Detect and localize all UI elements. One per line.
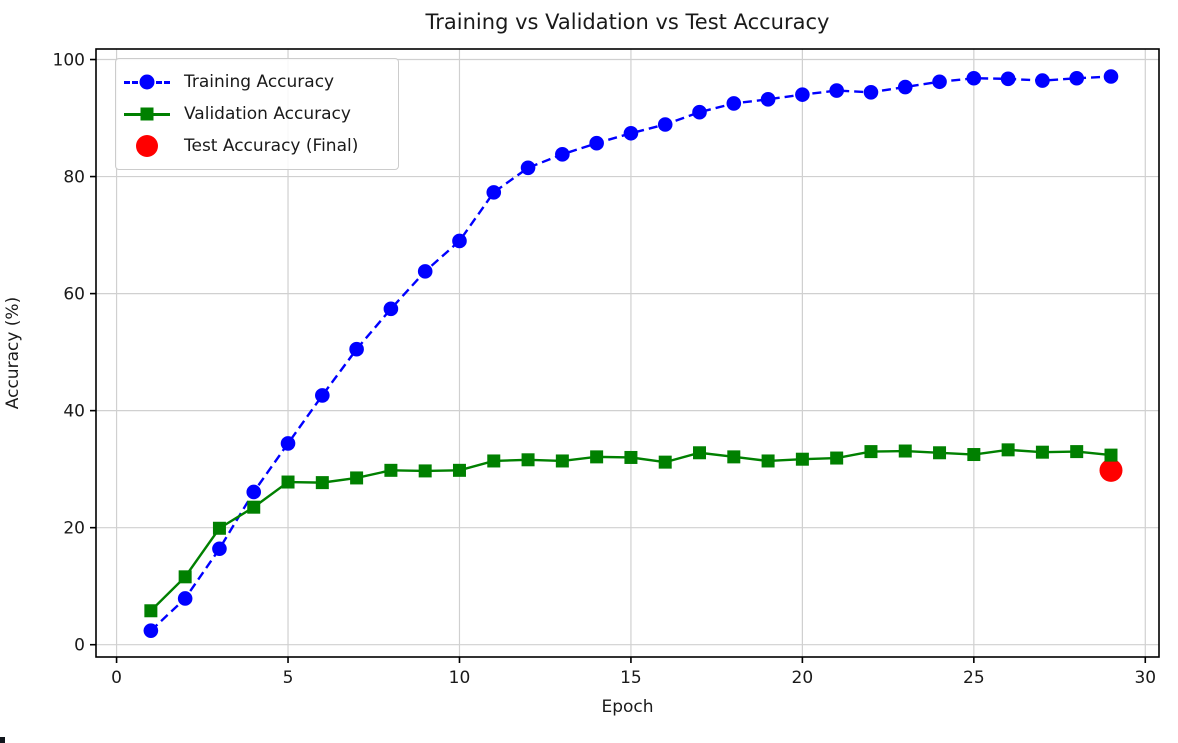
training-series-marker — [863, 85, 879, 100]
training-series-marker — [897, 79, 913, 95]
chart-title: Training vs Validation vs Test Accuracy — [425, 10, 830, 34]
training-series-marker — [383, 301, 399, 317]
x-tick-label: 30 — [1134, 668, 1156, 688]
legend-box: Training Accuracy Validation Accuracy Te… — [115, 58, 399, 170]
y-axis-label: Accuracy (%) — [3, 296, 23, 410]
y-tick-label: 100 — [53, 51, 85, 71]
y-tick-label: 0 — [74, 636, 85, 656]
axes-spines — [95, 48, 1160, 658]
y-tick-label: 40 — [63, 402, 85, 422]
validation-series-marker — [452, 463, 466, 477]
validation-series-marker — [521, 453, 535, 467]
square-marker-icon — [140, 107, 154, 121]
validation-series-marker — [178, 570, 192, 584]
y-tick-label: 80 — [63, 168, 85, 188]
training-series-marker — [795, 87, 810, 102]
validation-series-marker — [144, 604, 158, 618]
x-tick-label: 15 — [620, 668, 642, 688]
validation-series-marker — [624, 450, 638, 464]
validation-series-marker — [487, 454, 501, 468]
legend-item-training: Training Accuracy — [124, 66, 388, 98]
training-series-marker — [177, 591, 193, 606]
training-series-marker — [966, 70, 982, 86]
y-tick-label: 60 — [63, 285, 85, 305]
training-series-marker — [280, 436, 296, 451]
training-series-marker — [692, 104, 707, 120]
validation-series-marker — [590, 450, 604, 464]
training-series-line — [150, 75, 1112, 632]
validation-series-marker — [281, 475, 295, 489]
training-series-marker — [1103, 69, 1119, 84]
validation-series-marker — [555, 454, 569, 468]
screen-corner-artifact — [0, 737, 5, 743]
big-dot-marker-icon — [136, 135, 158, 157]
validation-series-marker — [727, 450, 741, 464]
legend-label-test: Test Accuracy (Final) — [184, 136, 359, 156]
training-series-marker — [212, 541, 227, 557]
training-series-marker — [315, 388, 330, 403]
x-tick-label: 5 — [283, 668, 294, 688]
x-tick-label: 25 — [963, 668, 985, 688]
test-accuracy-point — [1099, 458, 1123, 482]
validation-series-marker — [967, 448, 981, 462]
validation-series-marker — [1035, 445, 1049, 459]
legend-label-validation: Validation Accuracy — [184, 104, 351, 124]
training-series-marker — [486, 185, 502, 200]
training-series-marker — [520, 160, 536, 176]
legend-item-validation: Validation Accuracy — [124, 98, 388, 130]
training-series-marker — [726, 96, 742, 111]
validation-series-marker — [1001, 443, 1015, 457]
training-series-marker — [760, 92, 776, 107]
validation-series-marker — [418, 464, 432, 478]
training-series-marker — [829, 83, 844, 98]
validation-series-marker — [761, 454, 775, 468]
training-series-marker — [246, 484, 262, 500]
training-series-marker — [555, 147, 570, 162]
training-legend-sample — [124, 73, 170, 91]
validation-series-marker — [247, 500, 261, 514]
training-series-marker — [932, 74, 947, 90]
validation-series-marker — [1070, 445, 1084, 459]
circle-marker-icon — [139, 74, 155, 90]
training-series-marker — [657, 117, 673, 132]
training-series-marker — [349, 341, 364, 357]
validation-series-marker — [384, 463, 398, 477]
training-series-marker — [1035, 73, 1050, 88]
legend-label-training: Training Accuracy — [184, 72, 335, 92]
x-axis-label: Epoch — [601, 697, 654, 717]
validation-series-marker — [795, 452, 809, 466]
x-tick-label: 20 — [792, 668, 814, 688]
validation-series-marker — [350, 471, 364, 485]
y-tick-label: 20 — [63, 519, 85, 539]
validation-series-marker — [933, 446, 947, 460]
validation-legend-sample — [124, 105, 170, 123]
test-legend-sample — [124, 135, 170, 157]
validation-series-marker — [693, 446, 707, 460]
training-series-marker — [1069, 70, 1085, 86]
validation-series-marker — [315, 476, 329, 490]
x-tick-label: 10 — [449, 668, 471, 688]
validation-series-marker — [1104, 448, 1118, 462]
x-tick-label: 0 — [111, 668, 122, 688]
training-series-marker — [623, 125, 639, 141]
validation-series-marker — [898, 444, 912, 458]
training-series-marker — [417, 264, 433, 279]
validation-series-marker — [830, 451, 844, 465]
legend-item-test: Test Accuracy (Final) — [124, 130, 388, 162]
validation-series-marker — [864, 445, 878, 459]
validation-series-marker — [658, 455, 672, 469]
training-series-marker — [452, 233, 467, 249]
training-series-marker — [1000, 71, 1016, 87]
training-series-marker — [143, 623, 159, 638]
training-series-marker — [589, 135, 604, 151]
validation-series-marker — [212, 521, 226, 535]
